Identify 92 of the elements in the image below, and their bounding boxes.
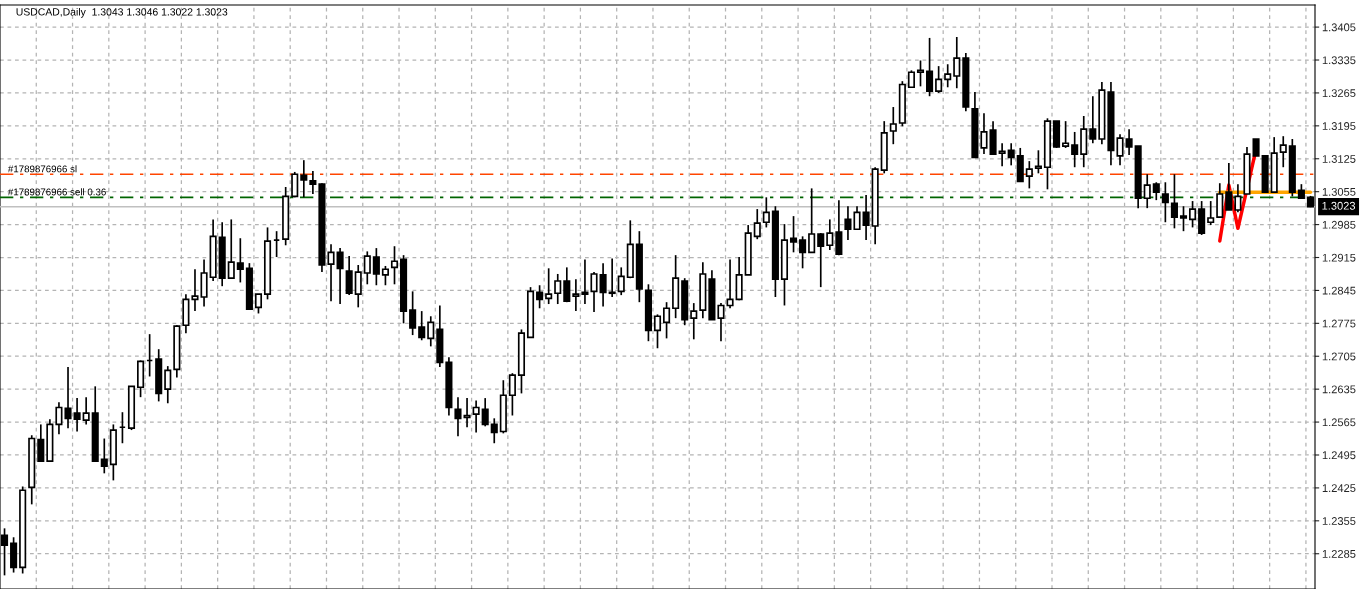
y-tick-label: 1.2425 [1322,484,1356,493]
candlestick [835,199,843,256]
candlestick [1170,173,1178,230]
candlestick [572,278,580,312]
y-tick-label: 1.3195 [1322,122,1356,130]
candlestick [617,266,625,296]
candlestick [862,194,870,241]
candlestick [826,218,834,251]
candlestick [953,36,961,90]
candlestick [1179,205,1188,233]
candlestick [354,264,362,309]
candlestick [935,65,943,94]
candlestick [37,423,45,462]
candlestick [808,187,816,254]
candlestick [390,245,399,286]
candlestick [1161,181,1169,224]
candlestick [653,313,662,350]
candlestick [799,235,807,270]
y-tick-label: 1.3405 [1322,23,1356,32]
y-tick-label: 1.2775 [1322,319,1356,328]
candlestick [427,315,435,348]
candlestick [1089,95,1097,145]
candlestick [1034,149,1042,175]
candlestick [490,417,498,445]
candlestick [753,208,761,240]
y-tick-label: 1.3055 [1322,187,1356,196]
ref-line-label: #1789876966 sell 0.36 [7,188,106,196]
candlestick [889,106,897,146]
candlestick [1062,120,1070,149]
candlestick [254,293,263,315]
y-tick-label: 1.2705 [1322,352,1356,361]
candlestick [1189,200,1197,229]
candlestick [236,237,244,284]
candlestick [998,142,1006,168]
candlestick [336,247,344,305]
candlestick [599,262,607,308]
candlestick [1007,142,1015,167]
candlestick [1125,128,1133,156]
candlestick [309,170,317,195]
candlestick [926,37,934,98]
candlestick [82,396,90,426]
candlestick [1025,160,1033,190]
y-tick-label: 1.2565 [1322,418,1356,427]
candlestick [363,250,371,286]
candlestick [508,372,516,417]
ref-line-label: #1789876966 sl [7,165,77,173]
y-tick-label: 1.2635 [1322,385,1356,394]
candlestick [1198,200,1206,236]
candlestick [300,159,308,199]
candlestick [409,290,417,336]
candlestick [1225,162,1233,211]
candlestick [1143,173,1151,209]
candlestick [916,59,925,88]
candlestick [608,257,616,298]
chart-title: USDCAD,Daily 1.3043 1.3046 1.3022 1.3023 [16,7,228,18]
candlestick [381,265,389,287]
candlestick [1234,183,1242,214]
candlestick [73,397,81,433]
candlestick [1071,131,1079,169]
y-tick-label: 1.2355 [1322,517,1356,525]
candlestick [1216,182,1224,218]
candlestick [1279,135,1287,169]
candlestick [1207,200,1215,226]
ref-line-label: 1.3023 [1322,201,1356,210]
candlestick [227,218,235,280]
candlestick [789,215,798,254]
candlestick [663,301,671,340]
candlestick [291,171,299,199]
candlestick [762,196,770,229]
candlestick [100,437,108,475]
y-tick-label: 1.2845 [1322,286,1356,295]
y-tick-label: 1.2915 [1322,253,1356,262]
candlestick [345,255,353,296]
candlestick [481,397,489,428]
candlestick [554,273,562,305]
y-tick-label: 1.2495 [1322,451,1356,460]
candlestick [164,365,172,405]
y-tick-label: 1.3265 [1322,89,1356,98]
candlestick [690,302,698,341]
candlestick [472,399,480,434]
candlestick [563,266,571,304]
candlestick [545,267,553,305]
candlestick [536,284,544,310]
y-tick-label: 1.3125 [1322,155,1356,163]
y-tick-label: 1.3335 [1322,56,1356,65]
candlestick [817,232,825,288]
y-tick-label: 1.2285 [1322,550,1356,558]
candlestick [418,310,426,342]
y-tick-label: 1.2985 [1322,220,1356,229]
candlestick [372,247,380,287]
candlestick [10,536,18,574]
candlestick [944,63,952,89]
